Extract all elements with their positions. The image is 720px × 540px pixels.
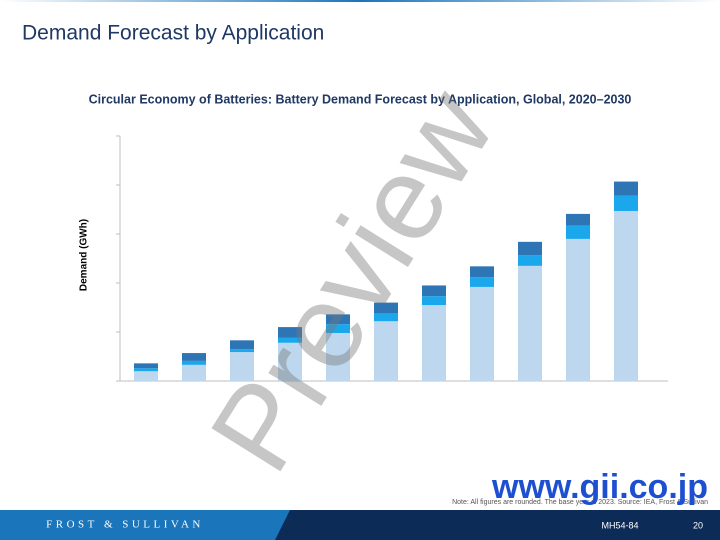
plot <box>116 135 668 382</box>
bar-segment <box>566 225 590 239</box>
bar-segment <box>230 349 254 353</box>
watermark-site: www.gii.co.jp <box>491 468 708 506</box>
bar-segment <box>614 195 638 211</box>
bar-segment <box>182 360 206 365</box>
footer-brand: FROST & SULLIVAN <box>46 519 204 531</box>
bar-segment <box>518 255 542 266</box>
bar-segment <box>374 321 398 381</box>
footer-brand-band <box>0 510 290 540</box>
top-rule <box>0 0 720 2</box>
bar-segment <box>182 364 206 381</box>
bar-segment <box>374 302 398 314</box>
watermark: Preview <box>185 67 520 494</box>
bar-segment <box>182 353 206 361</box>
bar-segment <box>566 213 590 226</box>
bar-segment <box>134 368 158 372</box>
bar-segment <box>566 238 590 381</box>
bar-segment <box>518 241 542 256</box>
bar-segment <box>470 286 494 381</box>
bar-segment <box>230 340 254 350</box>
bar-segment <box>614 210 638 381</box>
bar-segment <box>278 327 302 338</box>
y-axis-label: Demand (GWh) <box>79 219 90 291</box>
bar-segment <box>422 305 446 381</box>
bar-segment <box>374 313 398 322</box>
bar-segment <box>134 371 158 381</box>
bar-segment <box>134 363 158 369</box>
page-number: 20 <box>693 520 703 530</box>
bar-segment <box>422 296 446 306</box>
bar-segment <box>422 285 446 297</box>
bar-segment <box>230 352 254 381</box>
bar-segment <box>278 337 302 343</box>
slide-title: Demand Forecast by Application <box>22 22 324 45</box>
bar-segment <box>278 342 302 381</box>
bar-segment <box>326 324 350 333</box>
footer-code: MH54-84 <box>601 520 638 530</box>
bar-segment <box>470 266 494 278</box>
chart-title: Circular Economy of Batteries: Battery D… <box>89 92 632 106</box>
bar-segment <box>614 181 638 196</box>
bar-segment <box>326 332 350 381</box>
bar-segment <box>518 265 542 381</box>
bar-segment <box>326 314 350 325</box>
bar-segment <box>470 277 494 287</box>
note: Note: All figures are rounded. The base … <box>452 499 708 506</box>
